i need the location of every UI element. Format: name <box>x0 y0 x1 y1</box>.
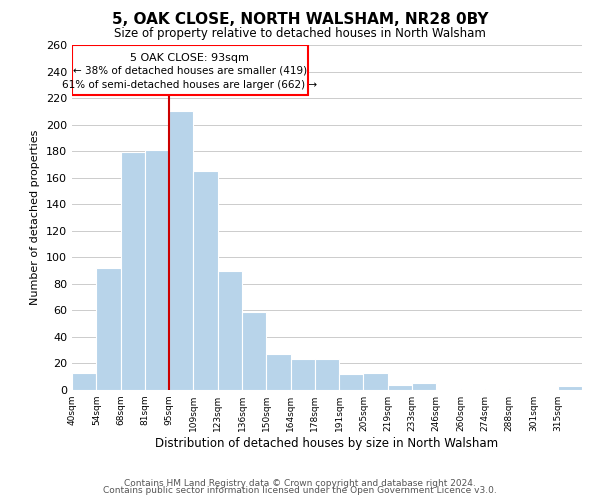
Bar <box>121 152 145 390</box>
Bar <box>558 386 582 390</box>
Bar <box>412 384 436 390</box>
Text: 5, OAK CLOSE, NORTH WALSHAM, NR28 0BY: 5, OAK CLOSE, NORTH WALSHAM, NR28 0BY <box>112 12 488 28</box>
Bar <box>339 374 364 390</box>
Bar <box>315 360 339 390</box>
Text: 5 OAK CLOSE: 93sqm: 5 OAK CLOSE: 93sqm <box>130 54 249 64</box>
Text: ← 38% of detached houses are smaller (419): ← 38% of detached houses are smaller (41… <box>73 65 307 75</box>
Bar <box>193 171 218 390</box>
Bar <box>72 373 96 390</box>
Text: 61% of semi-detached houses are larger (662) →: 61% of semi-detached houses are larger (… <box>62 80 317 90</box>
Bar <box>436 388 461 390</box>
Bar <box>96 268 121 390</box>
Bar <box>145 150 169 390</box>
Bar <box>218 270 242 390</box>
Text: Contains HM Land Registry data © Crown copyright and database right 2024.: Contains HM Land Registry data © Crown c… <box>124 478 476 488</box>
Bar <box>364 373 388 390</box>
Bar <box>290 360 315 390</box>
Y-axis label: Number of detached properties: Number of detached properties <box>31 130 40 305</box>
Text: Size of property relative to detached houses in North Walsham: Size of property relative to detached ho… <box>114 28 486 40</box>
Bar <box>169 112 193 390</box>
Bar <box>485 388 509 390</box>
Bar <box>388 384 412 390</box>
X-axis label: Distribution of detached houses by size in North Walsham: Distribution of detached houses by size … <box>155 437 499 450</box>
Bar <box>266 354 290 390</box>
FancyBboxPatch shape <box>72 45 308 96</box>
Text: Contains public sector information licensed under the Open Government Licence v3: Contains public sector information licen… <box>103 486 497 495</box>
Bar <box>242 312 266 390</box>
